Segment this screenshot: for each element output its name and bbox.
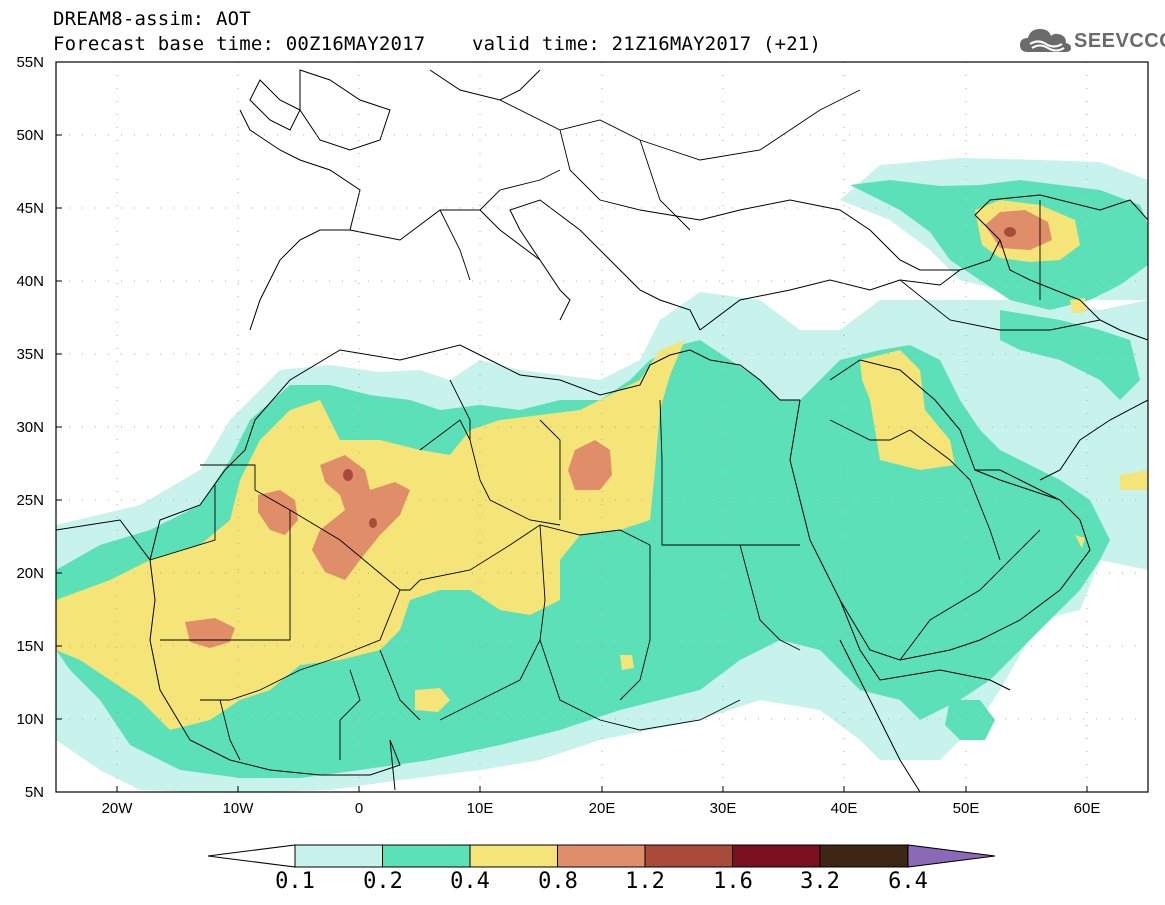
lat-label: 55N [16,54,44,71]
colorbar-cell [557,844,646,868]
lat-label: 5N [24,784,44,801]
lat-label: 10N [16,711,44,728]
legend-level-label: 6.4 [888,869,928,894]
legend-level-label: 0.8 [538,869,578,894]
colorbar-cell [469,844,558,868]
lon-label: 30E [709,800,737,817]
forecast-times: Forecast base time: 00Z16MAY2017 valid t… [53,33,822,55]
colorbar-cells [294,844,908,868]
lon-label: 20W [101,800,133,817]
legend-level-label: 0.1 [275,869,315,894]
cloud-icon [1020,29,1071,52]
legend-level-label: 0.4 [450,869,490,894]
seevccc-logo: SEEVCCC [1018,24,1165,58]
lon-label: 20E [588,800,616,817]
lon-label: 10W [222,800,254,817]
colorbar-cell [382,844,471,868]
graticule [56,62,1148,792]
lat-label: 25N [16,492,44,509]
colorbar-over-arrow [907,844,996,868]
lon-label: 10E [466,800,494,817]
aot-band-0.8 [185,210,1052,648]
lat-label: 15N [16,638,44,655]
lat-label: 30N [16,419,44,436]
lon-label: 0 [354,800,364,817]
colorbar-cell [294,844,383,868]
lat-label: 20N [16,565,44,582]
axis-ticks [56,61,1088,793]
lon-label: 50E [952,800,980,817]
colorbar-under-arrow [207,844,296,868]
logo-text: SEEVCCC [1074,30,1165,52]
legend-level-label: 1.2 [625,869,665,894]
legend-level-label: 0.2 [363,869,403,894]
lat-label: 35N [16,346,44,363]
lat-label: 50N [16,127,44,144]
colorbar-cell [819,844,908,868]
coastlines [56,69,1148,792]
legend-level-label: 3.2 [800,869,840,894]
colorbar-cell [644,844,733,868]
lon-label: 40E [830,800,858,817]
aot-band-1.2 [343,227,1016,528]
lat-label: 40N [16,273,44,290]
lon-label: 60E [1073,800,1101,817]
colorbar-cell [732,844,821,868]
lat-label: 45N [16,200,44,217]
country-borders [149,89,1101,761]
legend-level-label: 1.6 [713,869,753,894]
chart-title: DREAM8-assim: AOT [53,8,251,30]
